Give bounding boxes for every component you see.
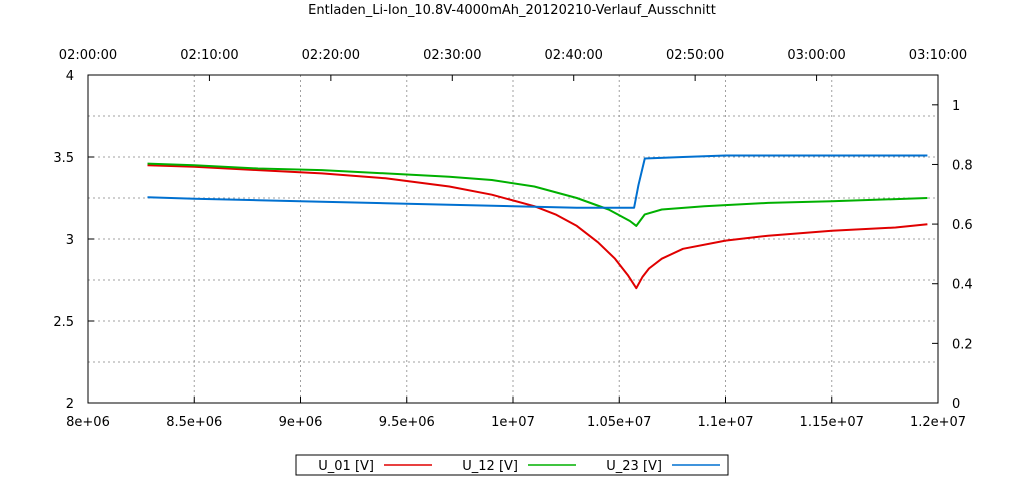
series-line-2 [147, 162, 928, 227]
x-tick-label: 8e+06 [66, 415, 110, 430]
x2-tick-label: 02:00:00 [59, 48, 117, 63]
x-tick-label: 9e+06 [279, 415, 323, 430]
series-line-1 [147, 164, 928, 290]
x2-tick-label: 02:10:00 [180, 48, 238, 63]
x2-tick-label: 02:30:00 [423, 48, 481, 63]
x-tick-label: 9.5e+06 [379, 415, 435, 430]
y-tick-label: 4 [66, 69, 74, 84]
x-tick-label: 1.15e+07 [800, 415, 864, 430]
series-lines [147, 154, 928, 290]
x-tick-label: 1e+07 [491, 415, 535, 430]
series-line-3 [147, 154, 928, 209]
y-tick-label: 2 [66, 397, 74, 412]
legend: U_01 [V] U_12 [V] U_23 [V] [295, 454, 729, 476]
axis-ticks: 8e+06 8.5e+06 9e+06 9.5e+06 1e+07 1.05e+07 1.1… [53, 48, 972, 430]
x-tick-label: 1.1e+07 [697, 415, 753, 430]
y2-tick-label: 0 [952, 397, 960, 412]
y2-tick-label: 0.6 [952, 218, 973, 233]
x2-tick-label: 02:50:00 [666, 48, 724, 63]
x2-tick-label: 03:10:00 [909, 48, 967, 63]
x-tick-label: 1.2e+07 [910, 415, 966, 430]
chart-title: Entladen_Li-Ion_10.8V-4000mAh_20120210-V… [308, 3, 716, 18]
y-tick-label: 3 [66, 233, 74, 248]
y-tick-label: 2.5 [53, 315, 74, 330]
legend-label-1: U_01 [V] [318, 459, 374, 474]
x2-tick-label: 02:40:00 [545, 48, 603, 63]
y2-tick-label: 0.2 [952, 337, 973, 352]
legend-box [295, 454, 729, 476]
y-tick-label: 3.5 [53, 151, 74, 166]
x-tick-label: 1.05e+07 [587, 415, 651, 430]
x2-tick-label: 03:00:00 [787, 48, 845, 63]
grid [88, 75, 938, 403]
y2-tick-label: 0.8 [952, 158, 973, 173]
legend-label-3: U_23 [V] [606, 459, 662, 474]
y2-tick-label: 1 [952, 99, 960, 114]
x-tick-label: 8.5e+06 [166, 415, 222, 430]
legend-label-2: U_12 [V] [462, 459, 518, 474]
y2-tick-label: 0.4 [952, 278, 973, 293]
x2-tick-label: 02:20:00 [302, 48, 360, 63]
